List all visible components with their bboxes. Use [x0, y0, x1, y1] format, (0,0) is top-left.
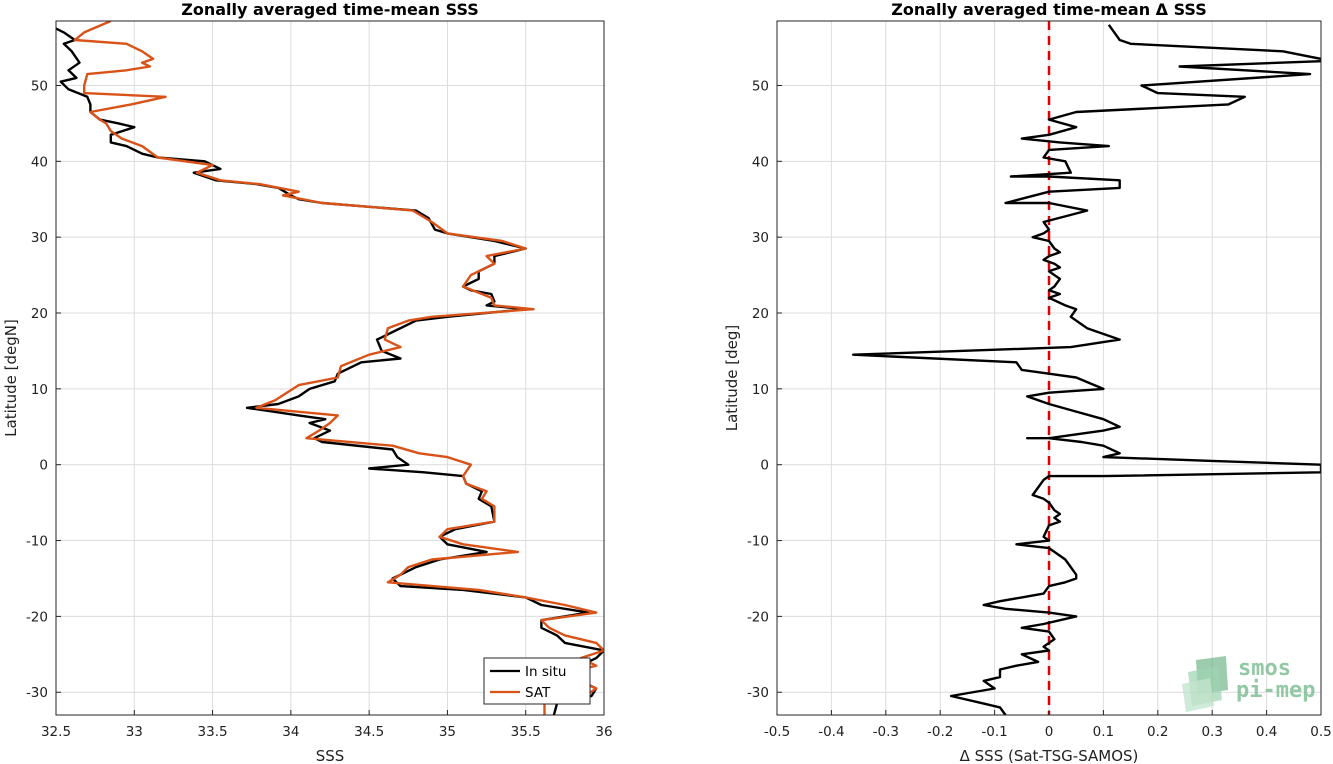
- left-x-tick-label: 33.5: [198, 724, 228, 740]
- legend: In situ SAT: [483, 657, 591, 705]
- legend-entry-in-situ: In situ: [525, 664, 566, 680]
- left-y-tick-label: 10: [31, 382, 48, 398]
- logo-text-pi-mep: pi-mep: [1236, 678, 1315, 703]
- left-x-tick-label: 34.5: [354, 724, 384, 740]
- left-x-tick-label: 34: [282, 724, 299, 740]
- right-series-group: [852, 21, 1321, 715]
- right-y-tick-label: -20: [747, 609, 769, 625]
- left-panel-sss: 32.5 33 33.5 34 34.5 35 35.5 36 -30 -20 -10 0 10 20 3…: [2, 0, 613, 764]
- right-x-tick-label: 0.1: [1093, 724, 1114, 740]
- left-series-line-in-situ: [56, 27, 604, 715]
- left-y-tick-label: 30: [31, 230, 48, 246]
- left-plot-area: [56, 21, 604, 715]
- right-x-tick-label: -0.5: [764, 724, 790, 740]
- right-y-axis-label: Latitude [deg]: [723, 325, 741, 431]
- right-x-tick-label: 0: [1045, 724, 1054, 740]
- right-x-tick-label: -0.3: [873, 724, 899, 740]
- right-panel-delta-sss: smos pi-mep -0.5 -0.4 -0.3 -0.2 -0.1 0 0.1 0.2 0…: [723, 0, 1332, 764]
- right-x-tick-label: 0.2: [1147, 724, 1168, 740]
- right-y-tick-label: 50: [752, 78, 769, 94]
- left-y-tick-label: -10: [26, 534, 48, 550]
- right-x-tick-label: 0.3: [1201, 724, 1222, 740]
- right-series-line-delta-sss: [852, 24, 1321, 715]
- left-x-axis-label: SSS: [316, 747, 345, 764]
- right-y-tick-label: 20: [752, 306, 769, 322]
- smos-pi-mep-logo: smos pi-mep: [1182, 656, 1315, 712]
- left-chart-title: Zonally averaged time-mean SSS: [181, 0, 479, 19]
- right-x-tick-label: 0.5: [1310, 724, 1331, 740]
- left-x-tick-label: 33: [126, 724, 143, 740]
- left-y-tick-label: 20: [31, 306, 48, 322]
- left-y-tick-label: -20: [26, 609, 48, 625]
- left-axes-box: [55, 20, 605, 716]
- right-x-axis-label: Δ SSS (Sat-TSG-SAMOS): [960, 747, 1139, 764]
- right-x-tick-label: -0.4: [818, 724, 844, 740]
- legend-box: [483, 657, 591, 705]
- left-y-axis-label: Latitude [degN]: [2, 319, 20, 437]
- left-series-line-sat: [73, 21, 604, 715]
- left-y-tick-label: -30: [26, 685, 48, 701]
- right-y-tick-label: 10: [752, 382, 769, 398]
- right-x-tick-label: 0.4: [1256, 724, 1277, 740]
- right-y-ticks: -30 -20 -10 0 10 20 30 40 50: [747, 78, 782, 701]
- right-y-tick-label: 0: [760, 458, 769, 474]
- left-y-tick-label: 40: [31, 154, 48, 170]
- left-y-tick-label: 0: [39, 458, 48, 474]
- right-chart-title: Zonally averaged time-mean Δ SSS: [891, 0, 1207, 19]
- logo-text-smos: smos: [1238, 656, 1291, 681]
- right-x-tick-label: -0.2: [927, 724, 953, 740]
- left-x-tick-label: 35.5: [511, 724, 541, 740]
- left-y-ticks: -30 -20 -10 0 10 20 30 40 50: [26, 78, 61, 701]
- right-x-tick-label: -0.1: [981, 724, 1007, 740]
- left-grid: [56, 21, 604, 715]
- right-y-tick-label: 40: [752, 154, 769, 170]
- left-x-tick-label: 36: [595, 724, 612, 740]
- legend-entry-sat: SAT: [525, 685, 551, 701]
- left-x-tick-label: 35: [439, 724, 456, 740]
- left-y-tick-label: 50: [31, 78, 48, 94]
- left-x-tick-label: 32.5: [41, 724, 71, 740]
- right-y-tick-label: -30: [747, 685, 769, 701]
- left-series-group: [56, 21, 604, 715]
- logo-layer-front: [1182, 678, 1214, 712]
- right-y-tick-label: 30: [752, 230, 769, 246]
- right-y-tick-label: -10: [747, 534, 769, 550]
- right-x-ticks: -0.5 -0.4 -0.3 -0.2 -0.1 0 0.1 0.2 0.3 0.4 0.5: [764, 710, 1332, 740]
- left-x-ticks: 32.5 33 33.5 34 34.5 35 35.5 36: [41, 710, 613, 740]
